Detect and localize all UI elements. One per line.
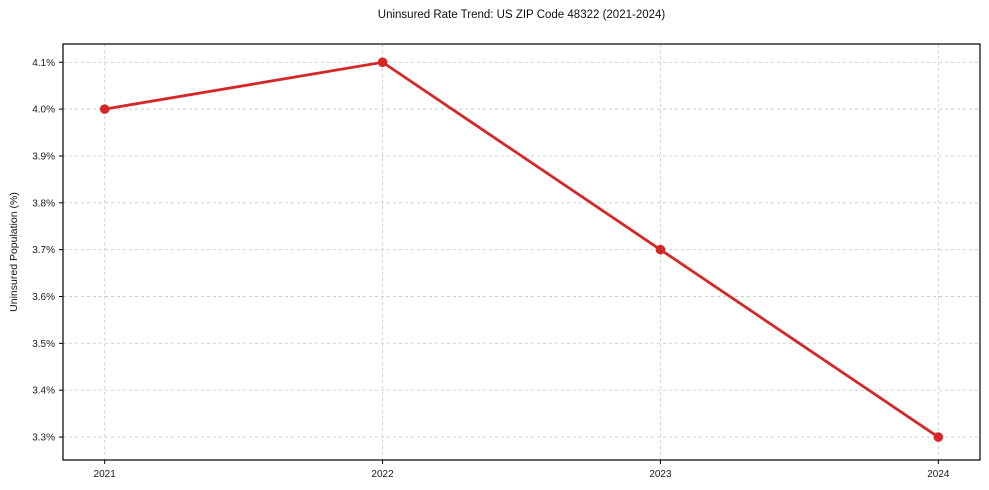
y-tick-label: 4.1% xyxy=(32,58,55,69)
y-tick-label: 3.7% xyxy=(32,245,55,256)
x-tick-label: 2024 xyxy=(927,469,950,480)
y-tick-label: 4.0% xyxy=(32,105,55,116)
y-tick-label: 3.6% xyxy=(32,292,55,303)
y-tick-label: 3.5% xyxy=(32,339,55,350)
data-point-marker xyxy=(377,57,388,68)
y-tick-label: 3.9% xyxy=(32,151,55,162)
y-tick-label: 3.8% xyxy=(32,198,55,209)
data-point-marker xyxy=(933,432,944,442)
y-tick-label: 3.4% xyxy=(32,386,55,397)
data-point-marker xyxy=(655,244,666,255)
y-tick-label: 3.3% xyxy=(32,433,55,444)
x-tick-label: 2021 xyxy=(94,469,117,480)
x-tick-label: 2023 xyxy=(649,469,672,480)
trend-line xyxy=(103,60,940,439)
plot-border xyxy=(62,43,981,461)
data-point-marker xyxy=(99,104,110,114)
y-axis-label: Uninsured Population (%) xyxy=(8,192,20,312)
x-tick-label: 2022 xyxy=(371,469,394,480)
chart-title: Uninsured Rate Trend: US ZIP Code 48322 … xyxy=(377,9,666,21)
